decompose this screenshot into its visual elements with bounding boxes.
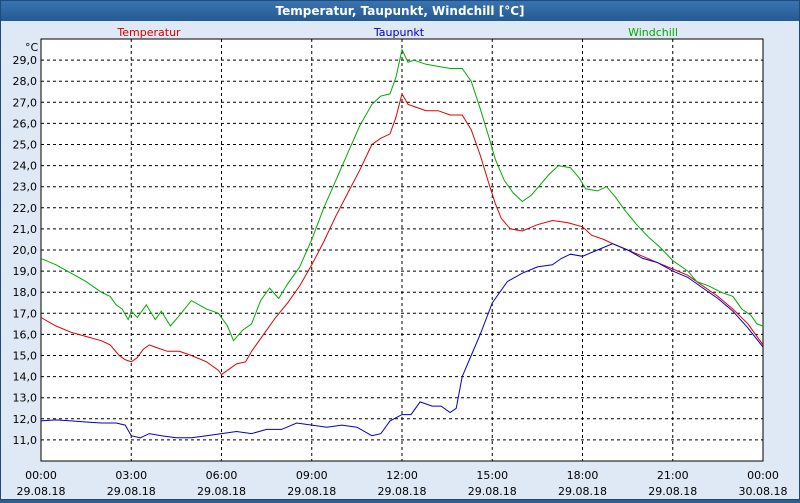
window-title: Temperatur, Taupunkt, Windchill [°C] (1, 1, 799, 21)
y-tick-label: 28,0 (13, 75, 38, 88)
x-tick-date: 29.08.18 (197, 485, 246, 498)
y-tick-label: 16,0 (13, 328, 38, 341)
y-tick-labels: 11,0 12,0 13,0 14,0 15,0 16,0 17,0 18,0 19,0 20,0… (13, 54, 38, 447)
y-tick-label: 12,0 (13, 413, 38, 426)
x-tick-date: 29.08.18 (287, 485, 336, 498)
series-line-temperatur (40, 92, 764, 376)
x-tick-time: 18:00 (567, 469, 599, 482)
y-tick-label: 20,0 (13, 244, 38, 257)
x-tick-time: 03:00 (115, 469, 147, 482)
x-tick-time: 21:00 (657, 469, 689, 482)
y-tick-label: 23,0 (13, 181, 38, 194)
x-tick-labels: 00:00 29.08.18 03:00 29.08.18 06:00 29.08.18 0… (17, 469, 788, 498)
x-tick-date: 29.08.18 (107, 485, 156, 498)
x-tick-time: 12:00 (386, 469, 418, 482)
x-tick-date: 29.08.18 (17, 485, 66, 498)
y-tick-label: 13,0 (13, 392, 38, 405)
y-tick-label: 21,0 (13, 223, 38, 236)
x-tick-date: 29.08.18 (468, 485, 517, 498)
series-line-taupunkt (40, 243, 764, 439)
y-tick-label: 15,0 (13, 350, 38, 363)
y-tick-label: 19,0 (13, 265, 38, 278)
x-tick-time: 00:00 (25, 469, 57, 482)
x-tick-date: 29.08.18 (558, 485, 607, 498)
x-tick-time: 09:00 (296, 469, 328, 482)
legend-item-temperatur: Temperatur (116, 26, 181, 39)
x-tick-date: 29.08.18 (378, 485, 427, 498)
legend-item-taupunkt: Taupunkt (373, 26, 425, 39)
x-tick-date: 29.08.18 (648, 485, 697, 498)
legend: Temperatur Taupunkt Windchill (116, 26, 678, 39)
chart-area: 11,0 12,0 13,0 14,0 15,0 16,0 17,0 18,0 19,0 20,0… (1, 21, 799, 499)
y-tick-label: 29,0 (13, 54, 38, 67)
y-tick-label: 22,0 (13, 202, 38, 215)
x-tick-time: 06:00 (206, 469, 238, 482)
y-tick-label: 25,0 (13, 139, 38, 152)
series-line-windchill (40, 48, 764, 342)
line-chart: 11,0 12,0 13,0 14,0 15,0 16,0 17,0 18,0 19,0 20,0… (13, 26, 788, 498)
x-tick-time: 15:00 (476, 469, 508, 482)
y-tick-label: 17,0 (13, 307, 38, 320)
y-tick-label: 24,0 (13, 160, 38, 173)
y-axis-unit: °C (25, 41, 39, 54)
legend-item-windchill: Windchill (628, 26, 678, 39)
y-tick-label: 27,0 (13, 96, 38, 109)
x-tick-time: 00:00 (747, 469, 779, 482)
x-tick-date: 30.08.18 (739, 485, 788, 498)
series-lines (40, 48, 764, 439)
grid-lines (41, 39, 763, 461)
y-tick-label: 18,0 (13, 286, 38, 299)
y-tick-label: 26,0 (13, 117, 38, 130)
y-tick-label: 14,0 (13, 371, 38, 384)
y-tick-label: 11,0 (13, 434, 38, 447)
